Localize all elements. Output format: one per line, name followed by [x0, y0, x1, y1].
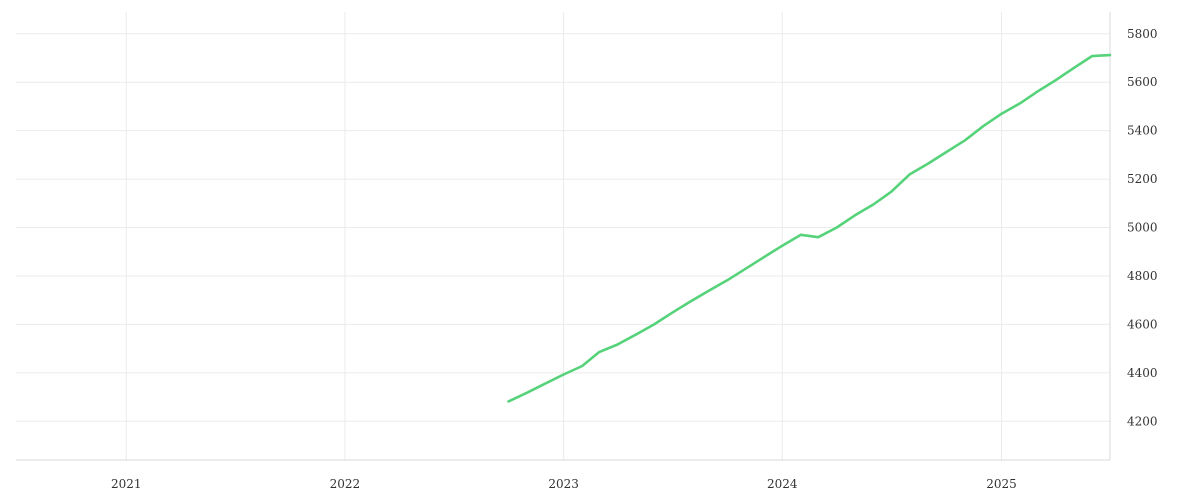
- y-tick-label: 4600: [1127, 317, 1158, 331]
- x-tick-label: 2023: [548, 477, 579, 491]
- y-tick-label: 5000: [1127, 221, 1158, 235]
- y-tick-label: 5400: [1127, 124, 1158, 138]
- x-tick-label: 2024: [767, 477, 798, 491]
- y-tick-label: 4200: [1127, 414, 1158, 428]
- series-layer: [507, 53, 1112, 403]
- series-line: [507, 53, 1112, 403]
- x-tick-label: 2021: [111, 477, 142, 491]
- x-tick-labels: 2021 2022 2023 2024 2025: [111, 477, 1017, 491]
- x-tick-label: 2025: [986, 477, 1017, 491]
- y-tick-label: 4800: [1127, 269, 1158, 283]
- y-tick-label: 5600: [1127, 75, 1158, 89]
- y-gridlines: [16, 33, 1110, 422]
- y-tick-label: 5800: [1127, 27, 1158, 41]
- x-gridlines: [125, 12, 1003, 460]
- y-tick-label: 4400: [1127, 366, 1158, 380]
- y-tick-label: 5200: [1127, 172, 1158, 186]
- y-tick-labels: 4200 4400 4600 4800 5000 5200 5400 5600 5800: [1127, 27, 1158, 428]
- x-tick-label: 2022: [330, 477, 361, 491]
